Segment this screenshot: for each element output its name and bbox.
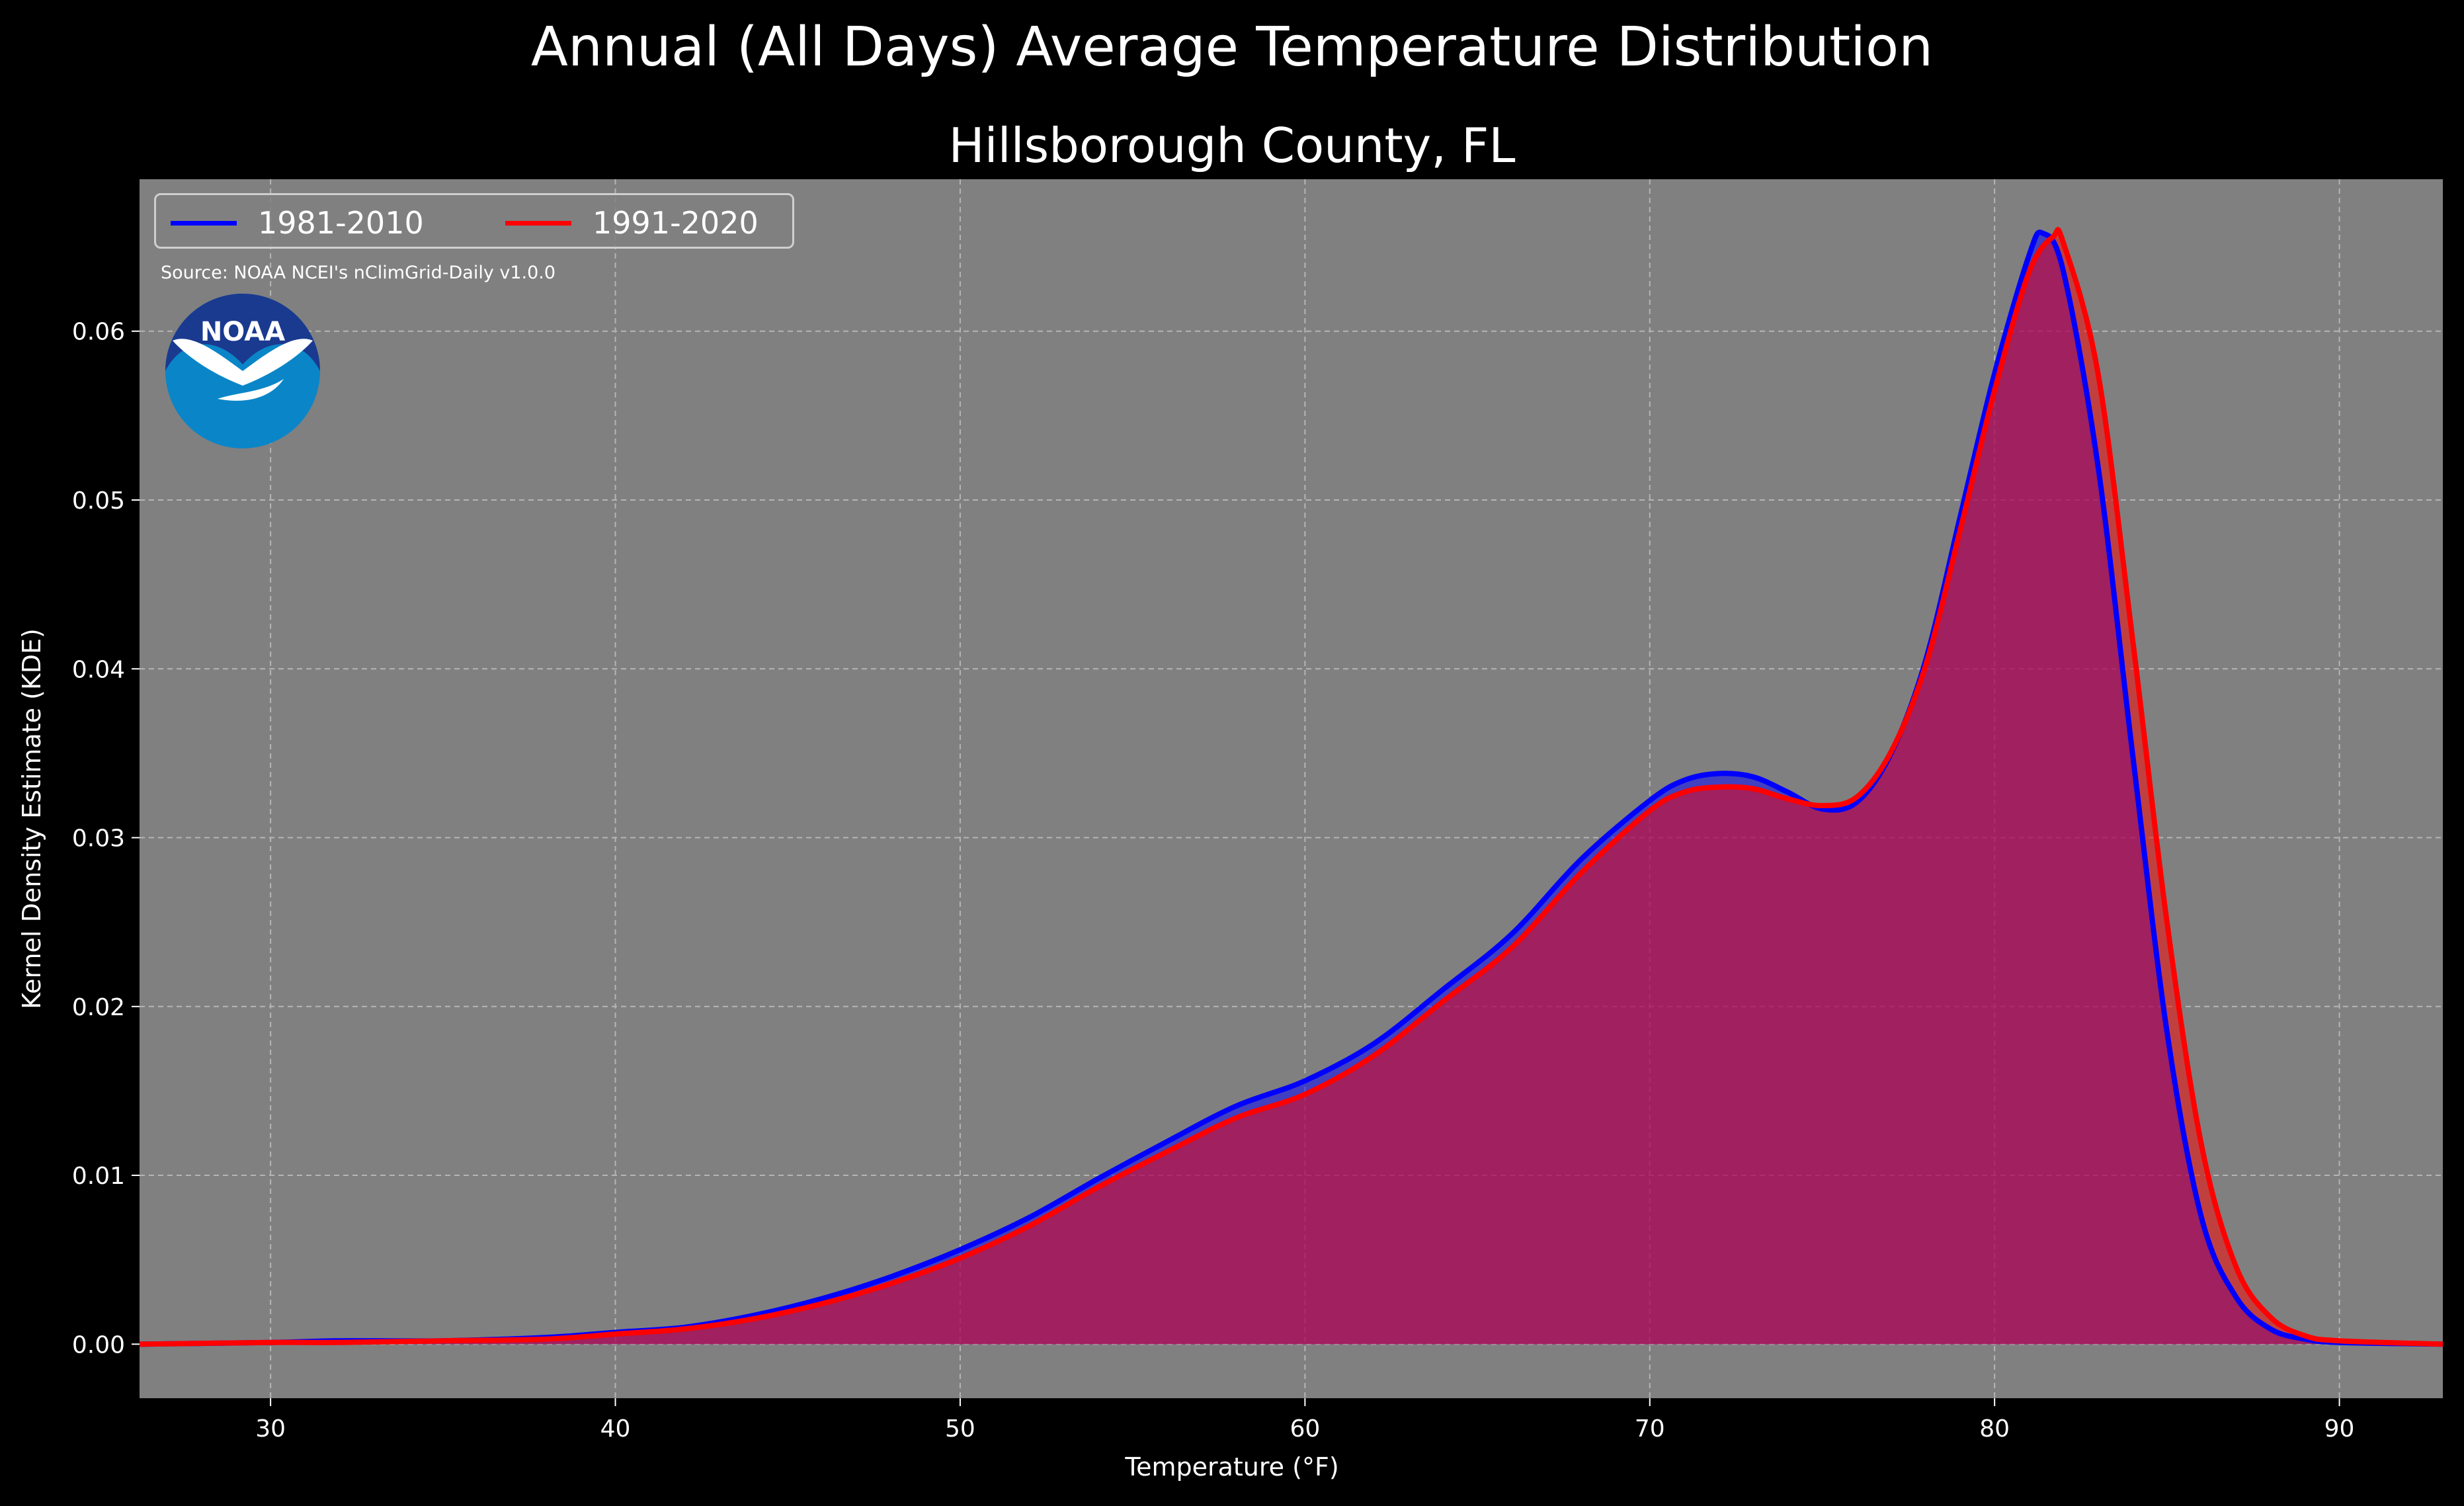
y-axis-label: Kernel Density Estimate (KDE)	[17, 628, 46, 1009]
legend-swatch	[171, 220, 237, 226]
series-lines	[139, 227, 2443, 1347]
series-fills	[140, 230, 2443, 1345]
series-line-1991-2020	[139, 227, 2443, 1347]
source-note: Source: NOAA NCEI's nClimGrid-Daily v1.0…	[161, 263, 556, 283]
x-tick-label: 90	[2324, 1415, 2355, 1443]
x-tick-label: 70	[1635, 1415, 1665, 1443]
x-tick-label: 80	[1979, 1415, 2010, 1443]
series-area-1991-2020	[140, 230, 2443, 1345]
y-tick-label: 0.01	[72, 1163, 125, 1190]
legend-label: 1981-2010	[258, 205, 424, 241]
chart-title: Hillsborough County, FL	[948, 118, 1516, 173]
x-tick-label: 30	[255, 1415, 286, 1443]
y-tick-label: 0.02	[72, 994, 125, 1021]
legend-swatch	[505, 220, 571, 226]
noaa-logo-icon: NOAA	[165, 294, 320, 448]
y-tick-label: 0.04	[72, 656, 125, 683]
logo-text: NOAA	[200, 317, 285, 347]
legend-item-1991-2020: 1991-2020	[505, 195, 759, 251]
x-tick-label: 50	[945, 1415, 975, 1443]
y-tick-label: 0.05	[72, 487, 125, 515]
x-axis-label: Temperature (°F)	[1125, 1452, 1339, 1482]
legend: 1981-2010 1991-2020	[154, 193, 794, 249]
y-tick-label: 0.06	[72, 319, 125, 346]
y-tick-label: 0.00	[72, 1331, 125, 1359]
x-tick-label: 60	[1290, 1415, 1320, 1443]
x-tick-label: 40	[600, 1415, 631, 1443]
y-tick-label: 0.03	[72, 825, 125, 853]
chart-suptitle: Annual (All Days) Average Temperature Di…	[530, 16, 1934, 79]
legend-item-1981-2010: 1981-2010	[171, 195, 424, 251]
legend-label: 1991-2020	[593, 205, 759, 241]
y-axis-ticks: 0.00 0.01 0.02 0.03 0.04 0.05 0.06	[72, 319, 140, 1359]
series-line-1981-2010	[139, 230, 2443, 1347]
x-axis-ticks: 30 40 50 60 70 80 90	[255, 1398, 2354, 1443]
